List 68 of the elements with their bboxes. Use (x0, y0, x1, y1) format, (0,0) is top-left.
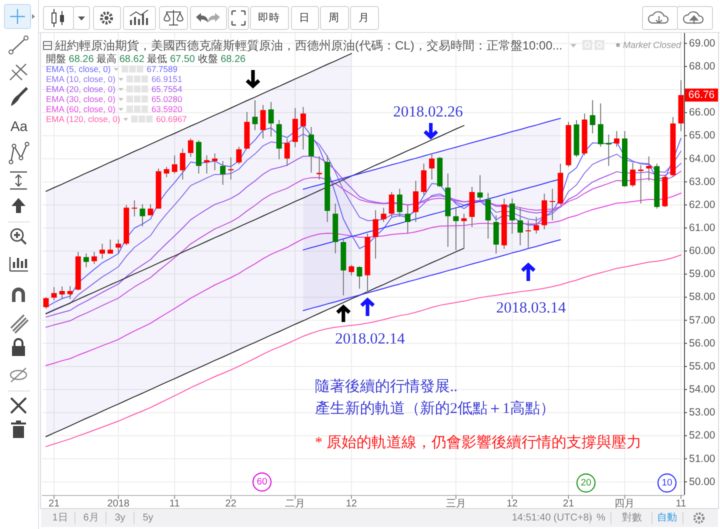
annotation: 隨著後續的行情發展.. (315, 379, 458, 395)
range-label: 6月 (83, 512, 99, 524)
legend-value: 67.7589 (146, 64, 178, 74)
xtick-label: 21 (48, 498, 60, 510)
range-label: 5y (142, 512, 154, 524)
subtitle: 開盤 68.26 最高 68.62 最低 67.50 收盤 68.26 (46, 54, 246, 64)
annotation: * 原始的軌道線，仍會影響後續行情的支撐與壓力 (315, 435, 642, 451)
range-label: 1日 (52, 512, 68, 524)
legend-value: 60.6967 (156, 114, 187, 124)
button-label: 日 (299, 12, 310, 24)
ytick-label: 53.00 (689, 406, 716, 419)
ytick-label: 69.00 (689, 37, 716, 50)
button-label: 即時 (258, 12, 280, 24)
ytick-label: 56.00 (689, 337, 716, 350)
annotation: 2018.02.14 (335, 330, 405, 348)
legend-label: EMA (30, close, 0) (46, 94, 116, 104)
xtick-label: 22 (225, 498, 236, 510)
ytick-label: 61.00 (689, 222, 716, 234)
footer-label: 自動 (657, 512, 677, 524)
ytick-label: 63.00 (689, 176, 716, 188)
ytick-label: 64.00 (689, 152, 716, 165)
event-marker-label: 20 (580, 478, 592, 488)
annotation: 2018.02.26 (393, 104, 463, 120)
xtick-label: 12 (506, 498, 518, 510)
xtick-label: 12 (346, 498, 357, 510)
xtick-label: 四月 (614, 498, 635, 510)
ytick-label: 54.00 (689, 384, 716, 396)
ytick-label: 57.00 (689, 314, 716, 326)
ytick-label: 59.00 (689, 268, 716, 280)
tool-label: Aa (10, 118, 28, 134)
title: 紐約輕原油期貨，美國西德克薩斯輕質原油，西德州原油(代碼：CL)，交易時間：正常盤10:00... (55, 38, 562, 52)
legend-value: 65.0280 (151, 94, 182, 104)
legend-label: EMA (20, close, 0) (46, 84, 116, 94)
legend-label: EMA (120, close, 0) (46, 114, 120, 124)
button-label: 周 (328, 12, 340, 24)
footer-label: % (596, 512, 606, 524)
legend-value: 63.5920 (151, 104, 182, 114)
ytick-label: 68.00 (689, 60, 716, 72)
legend-value: 65.7554 (151, 84, 182, 94)
ytick-label: 66.00 (689, 106, 716, 119)
ytick-label: 55.00 (689, 360, 716, 372)
annotation: 產生新的軌道（新的2低點＋1高點） (315, 401, 555, 417)
price-tag-label: 66.76 (688, 89, 715, 102)
legend-label: EMA (10, close, 0) (46, 74, 116, 84)
xtick-label: 2018 (107, 498, 130, 510)
button-label: 月 (358, 12, 370, 24)
ytick-label: 58.00 (689, 291, 716, 304)
footer-label: 14:51:40 (UTC+8) (512, 512, 592, 524)
annotation: 2018.03.14 (496, 300, 566, 316)
status-label: Market Closed (623, 40, 682, 50)
ytick-label: 60.00 (689, 245, 716, 258)
xtick-label: 三月 (446, 498, 466, 510)
range-label: 3y (114, 512, 126, 524)
ytick-label: 62.00 (689, 198, 716, 211)
xtick-label: 11 (676, 498, 686, 510)
ytick-label: 51.00 (689, 452, 716, 465)
ytick-label: 65.00 (689, 130, 716, 142)
legend-label: EMA (60, close, 0) (46, 104, 116, 114)
xtick-label: 二月 (285, 498, 306, 510)
legend-value: 66.9151 (151, 74, 182, 84)
footer-label: 對數 (622, 512, 642, 524)
ytick-label: 50.00 (689, 476, 716, 488)
legend-label: EMA (5, close, 0) (46, 64, 111, 74)
xtick-label: 11 (169, 498, 180, 510)
xtick-label: 21 (562, 498, 574, 510)
event-marker-label: 60 (256, 476, 268, 488)
event-marker-label: 10 (662, 478, 672, 488)
ytick-label: 52.00 (689, 430, 716, 442)
